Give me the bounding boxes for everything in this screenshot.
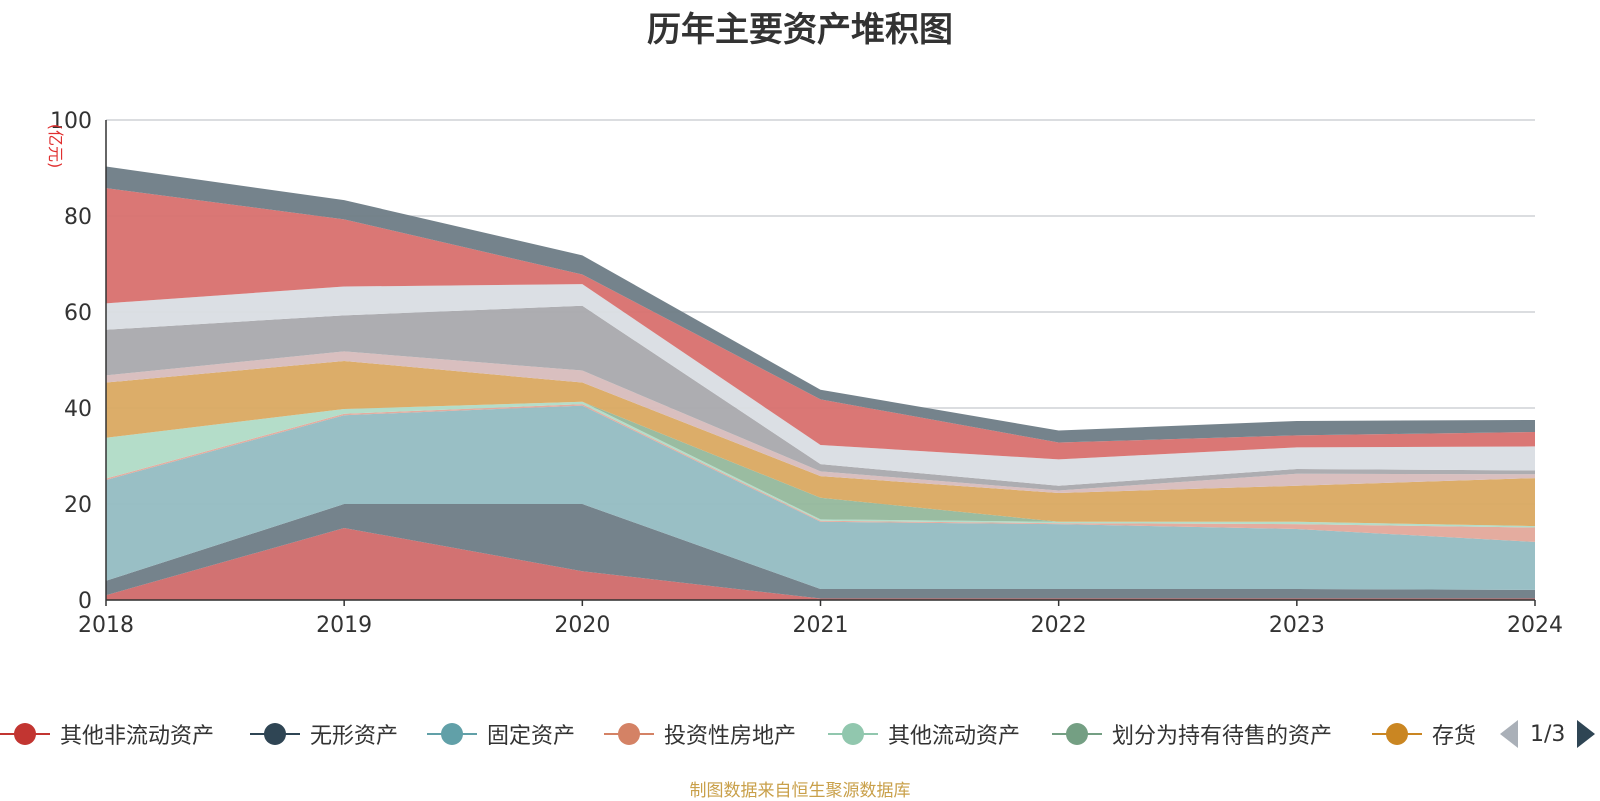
area-series-8 [106, 305, 1535, 491]
legend-item-6[interactable]: 存货 [1372, 716, 1476, 752]
y-tick-label: 20 [64, 493, 92, 518]
legend-item-4[interactable]: 其他流动资产 [828, 716, 1020, 752]
legend-marker-icon [0, 716, 50, 752]
legend: 其他非流动资产 无形资产 固定资产 投资性房地产 其他流动资产 划分为持有待售的… [0, 716, 1600, 752]
pager-text: 1/3 [1530, 721, 1566, 747]
legend-item-3[interactable]: 投资性房地产 [604, 716, 796, 752]
legend-item-2[interactable]: 固定资产 [427, 716, 575, 752]
legend-item-0[interactable]: 其他非流动资产 [0, 716, 214, 752]
area-series-12 [106, 166, 1535, 443]
legend-marker-icon [1372, 716, 1422, 752]
area-series-5 [106, 401, 1535, 527]
legend-label: 划分为持有待售的资产 [1112, 724, 1333, 749]
x-tick-label: 2018 [78, 613, 134, 638]
area-series-7 [106, 351, 1535, 493]
legend-label: 无形资产 [310, 724, 399, 749]
area-series-1 [106, 504, 1535, 599]
legend-marker-icon [828, 716, 878, 752]
prev-page-icon[interactable] [1500, 720, 1518, 748]
y-tick-label: 40 [64, 397, 92, 422]
area-series-3 [106, 404, 1535, 542]
next-page-icon[interactable] [1577, 720, 1596, 748]
legend-pager: 1/3 [1500, 718, 1596, 750]
y-tick-label: 100 [50, 109, 92, 134]
chart-title: 历年主要资产堆积图 [647, 10, 953, 50]
legend-label: 投资性房地产 [664, 724, 797, 749]
x-tick-label: 2023 [1269, 613, 1325, 638]
y-tick-label: 80 [64, 205, 92, 230]
legend-label: 其他流动资产 [888, 724, 1021, 749]
x-tick-label: 2019 [316, 613, 372, 638]
legend-label: 固定资产 [487, 724, 576, 749]
stacked-area-chart: 0 20 40 60 80 100 2018 2019 2020 2021 2022 2023 2024… [46, 109, 1563, 638]
area-series-11 [106, 188, 1535, 460]
y-tick-label: 0 [78, 589, 92, 614]
area-series-2 [106, 405, 1535, 590]
legend-item-5[interactable]: 划分为持有待售的资产 [1052, 716, 1332, 752]
legend-marker-icon [1052, 716, 1102, 752]
legend-marker-icon [250, 716, 300, 752]
area-series-10 [106, 284, 1535, 486]
x-tick-label: 2024 [1507, 613, 1563, 638]
area-series-0 [106, 528, 1535, 600]
legend-label: 其他非流动资产 [60, 724, 215, 749]
y-tick-label: 60 [64, 301, 92, 326]
area-series-6 [106, 360, 1535, 527]
legend-label: 存货 [1432, 724, 1477, 749]
legend-item-1[interactable]: 无形资产 [250, 716, 398, 752]
source-note: 制图数据来自恒生聚源数据库 [689, 781, 911, 801]
y-axis-unit-label: (亿元) [46, 124, 65, 169]
legend-marker-icon [427, 716, 477, 752]
x-tick-label: 2021 [793, 613, 849, 638]
legend-marker-icon [604, 716, 654, 752]
x-tick-label: 2020 [554, 613, 610, 638]
x-tick-label: 2022 [1031, 613, 1087, 638]
